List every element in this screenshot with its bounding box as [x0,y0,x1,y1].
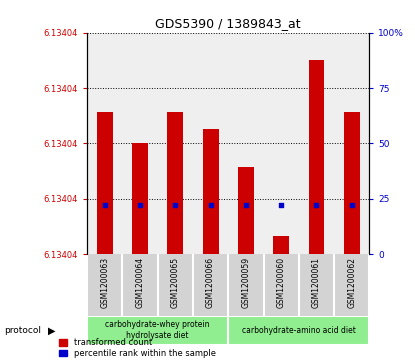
Bar [344,112,360,254]
Bar [167,112,183,254]
Point [242,203,249,208]
Text: protocol: protocol [4,326,41,335]
Bar [87,33,122,254]
Bar [193,33,228,254]
Text: GSM1200060: GSM1200060 [277,257,286,308]
Point [137,203,144,208]
Point [172,203,179,208]
Text: GSM1200065: GSM1200065 [171,257,180,308]
Text: GSM1200061: GSM1200061 [312,257,321,308]
Text: GSM1200064: GSM1200064 [136,257,144,308]
Text: carbohydrate-whey protein
hydrolysate diet: carbohydrate-whey protein hydrolysate di… [105,320,210,340]
Point [278,203,285,208]
Bar [122,33,158,254]
Bar [122,33,158,254]
Bar [334,33,369,254]
Text: carbohydrate-amino acid diet: carbohydrate-amino acid diet [242,326,356,335]
Text: GSM1200066: GSM1200066 [206,257,215,308]
Bar [308,60,325,254]
Bar [264,33,299,254]
Bar [87,316,228,345]
Bar [203,129,219,254]
Text: GSM1200059: GSM1200059 [242,257,250,308]
Text: GSM1200063: GSM1200063 [100,257,109,308]
Point [207,203,214,208]
Bar [299,33,334,254]
Bar [299,33,334,254]
Bar [158,33,193,254]
Bar [228,33,264,254]
Bar [158,33,193,254]
Bar [97,112,113,254]
Point [349,203,355,208]
Bar [132,143,148,254]
Bar [87,33,122,254]
Bar [228,316,369,345]
Bar [228,33,264,254]
Legend: transformed count, percentile rank within the sample: transformed count, percentile rank withi… [58,338,217,359]
Point [101,203,108,208]
Bar [334,33,369,254]
Bar [238,167,254,254]
Point [313,203,320,208]
Text: GSM1200062: GSM1200062 [347,257,356,308]
Bar [193,33,228,254]
Title: GDS5390 / 1389843_at: GDS5390 / 1389843_at [156,17,301,30]
Text: ▶: ▶ [48,325,55,335]
Bar [264,33,299,254]
Bar [273,236,289,254]
